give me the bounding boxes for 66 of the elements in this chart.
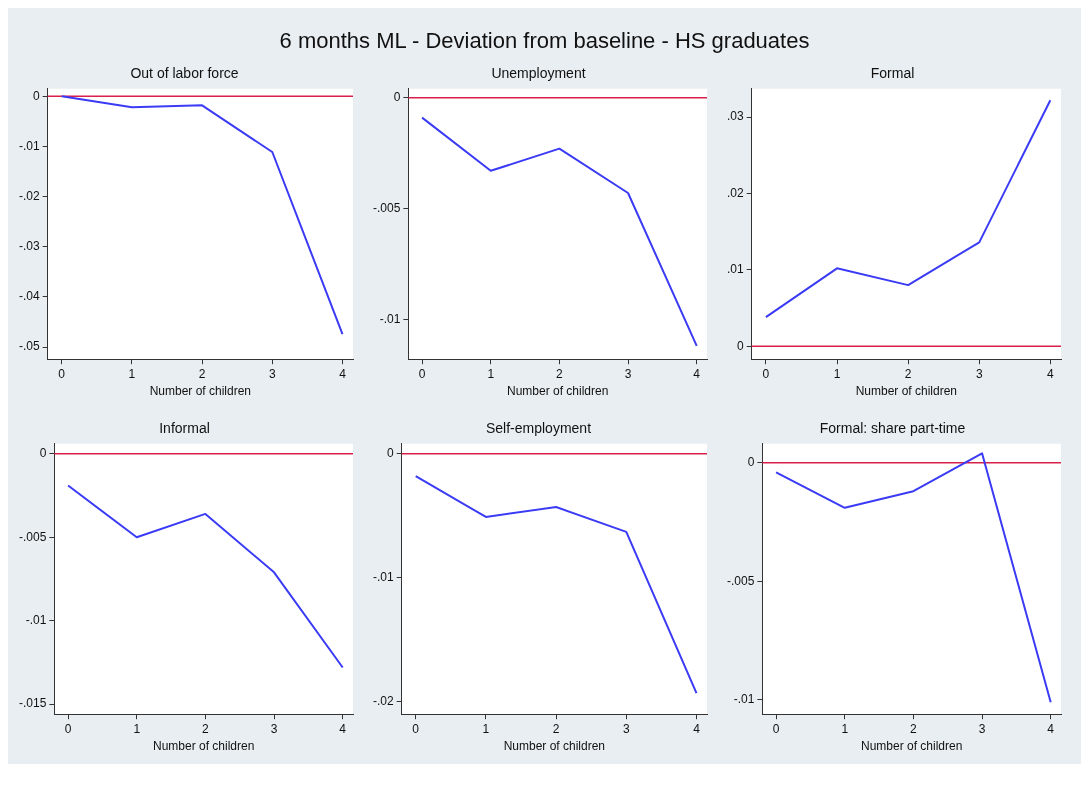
x-tick-label: 4 <box>339 721 347 736</box>
x-tick-label: 0 <box>772 721 780 736</box>
chart-title: Self-employment <box>485 420 592 437</box>
x-tick-label: 0 <box>412 721 420 736</box>
y-tick-label: -.005 <box>18 529 47 544</box>
x-tick-label: 1 <box>841 721 849 736</box>
y-tick-label: -.05 <box>18 339 40 354</box>
y-tick-label: -.01 <box>733 692 755 707</box>
x-tick-label: 0 <box>762 366 770 381</box>
y-tick-label: -.015 <box>18 696 47 711</box>
y-tick-label: -.04 <box>18 289 40 304</box>
y-tick-label: -.01 <box>25 613 47 628</box>
y-tick-label: -.02 <box>18 188 40 203</box>
x-tick-label: 2 <box>202 721 210 736</box>
y-tick-label: -.01 <box>18 138 40 153</box>
y-tick-label: 0 <box>32 88 40 103</box>
x-tick-label: 2 <box>552 721 560 736</box>
y-tick-label: 0 <box>393 89 401 104</box>
chart-title: Out of labor force <box>130 65 239 82</box>
x-tick-label: 3 <box>268 366 276 381</box>
x-tick-label: 2 <box>198 366 206 381</box>
x-tick-label: 1 <box>128 366 136 381</box>
x-axis-title: Number of children <box>149 384 252 399</box>
chart-title: Formal: share part-time <box>819 420 966 437</box>
x-tick-label: 3 <box>624 366 632 381</box>
y-tick-label: .01 <box>726 262 744 277</box>
x-tick-label: 4 <box>693 721 701 736</box>
text: 6 months ML - Deviation from baseline - HS graduates <box>278 27 811 55</box>
y-tick-label: .03 <box>726 109 744 124</box>
y-tick-label: -.03 <box>18 239 40 254</box>
y-tick-label: 0 <box>386 446 394 461</box>
x-tick-label: 3 <box>978 721 986 736</box>
x-tick-label: 4 <box>1046 366 1054 381</box>
y-tick-label: -.02 <box>372 694 394 709</box>
x-tick-label: 4 <box>339 366 347 381</box>
x-axis-title: Number of children <box>503 739 606 754</box>
chart-title: Unemployment <box>491 65 586 82</box>
y-tick-label: -.005 <box>726 573 755 588</box>
x-tick-label: 4 <box>693 366 701 381</box>
x-tick-label: 0 <box>418 366 426 381</box>
y-tick-label: -.01 <box>372 570 394 585</box>
chart-title: Formal <box>870 65 915 82</box>
x-tick-label: 2 <box>910 721 918 736</box>
x-tick-label: 3 <box>975 366 983 381</box>
x-axis-title: Number of children <box>506 384 609 399</box>
y-tick-label: .02 <box>726 185 744 200</box>
chart-title: Informal <box>159 420 210 437</box>
x-tick-label: 1 <box>133 721 141 736</box>
y-tick-label: 0 <box>736 338 744 353</box>
x-tick-label: 1 <box>487 366 495 381</box>
x-tick-label: 1 <box>833 366 841 381</box>
x-tick-label: 3 <box>270 721 278 736</box>
y-tick-label: -.005 <box>372 200 401 215</box>
x-tick-label: 4 <box>1047 721 1055 736</box>
x-tick-label: 0 <box>58 366 66 381</box>
y-tick-label: 0 <box>39 446 47 461</box>
x-tick-label: 3 <box>622 721 630 736</box>
y-tick-label: 0 <box>747 455 755 470</box>
x-tick-label: 0 <box>64 721 72 736</box>
y-tick-label: -.01 <box>379 311 401 326</box>
x-axis-title: Number of children <box>855 384 958 399</box>
x-tick-label: 2 <box>556 366 564 381</box>
x-axis-title: Number of children <box>860 739 963 754</box>
x-tick-label: 1 <box>482 721 490 736</box>
x-axis-title: Number of children <box>152 739 255 754</box>
x-tick-label: 2 <box>904 366 912 381</box>
